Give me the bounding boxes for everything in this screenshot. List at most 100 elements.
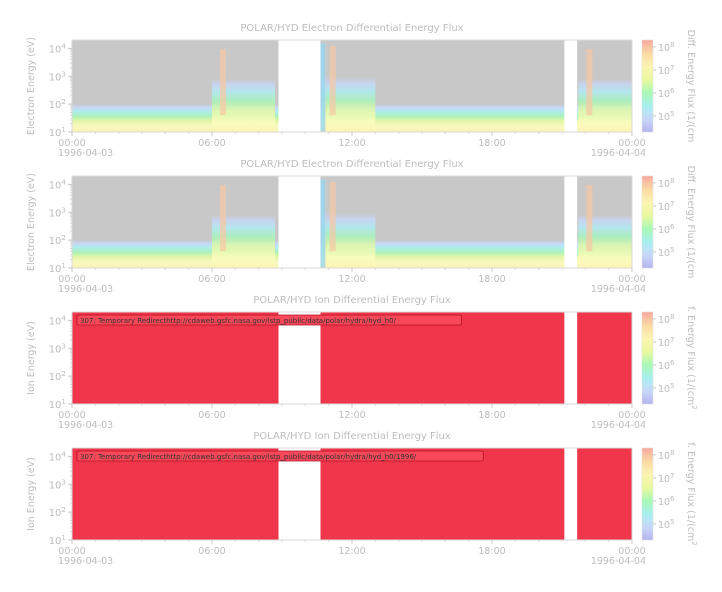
x-tick-label: 06:00 [198,410,225,421]
heatmap-area [72,176,632,268]
data-gap-1 [278,176,321,268]
colorbar: 105 106 107 108 f. Energy Flux (1/(cm2 [641,306,698,410]
flux-peak-3 [586,48,593,116]
colorbar-tick-label: 107 [658,472,674,485]
data-gap-2 [564,40,578,132]
colorbar-tick-label: 106 [658,223,674,236]
error-message: 307: Temporary Redirecthttp://cdaweb.gsf… [80,453,417,461]
y-axis-label: Ion Energy (eV) [26,321,37,395]
x-tick-label: 12:00 [338,138,365,149]
y-tick-label: 104 [49,41,67,56]
y-axis: 101 102 103 104 Electron Energy (eV) [26,173,72,275]
chart-title: POLAR/HYD Ion Differential Energy Flux [253,295,451,306]
error-fill [72,448,632,540]
chart-title: POLAR/HYD Electron Differential Energy F… [240,23,463,34]
colorbar-tick-label: 107 [658,64,674,77]
flux-stripe [319,43,326,132]
flux-stripe [319,179,326,268]
heatmap-area [72,448,632,540]
colorbar-gradient [641,311,654,405]
x-tick-label: 06:00 [198,138,225,149]
y-axis-label: Ion Energy (eV) [26,457,37,531]
y-axis: 101 102 103 104 Ion Energy (eV) [26,449,72,547]
chart-panel-2: POLAR/HYD Electron Differential Energy F… [26,159,696,295]
colorbar-tick-label: 105 [658,518,674,531]
colorbar-tick-label: 105 [658,382,674,395]
colorbar: 105 106 107 108 f. Energy Flux (1/(cm2 [641,442,698,546]
data-gap-1 [278,448,321,540]
x-tick-label: 06:00 [198,274,225,285]
y-tick-label: 101 [49,125,66,140]
chart-panel-1: POLAR/HYD Electron Differential Energy F… [26,23,696,159]
x-date-start: 1996-04-03 [58,284,113,295]
colorbar-tick-label: 107 [658,336,674,349]
data-gap-2 [564,312,578,404]
y-tick-label: 104 [49,313,67,328]
flux-peak-1 [220,184,226,252]
chart-panel-4: POLAR/HYD Ion Differential Energy Flux 30… [26,431,698,567]
data-gap-1 [278,312,321,404]
y-tick-label: 104 [49,449,67,464]
x-tick-label: 06:00 [198,546,225,557]
y-tick-label: 104 [49,177,67,192]
y-tick-label: 102 [49,369,66,384]
y-axis: 101 102 103 104 Electron Energy (eV) [26,37,72,139]
colorbar-tick-label: 105 [658,110,674,123]
colorbar-tick-label: 105 [658,246,674,259]
y-tick-label: 101 [49,533,66,548]
y-tick-label: 103 [49,477,66,492]
colorbar: 105 106 107 108 Diff. Energy Flux (1/(cm [641,30,696,142]
x-date-start: 1996-04-03 [58,148,113,159]
colorbar-tick-label: 106 [658,359,674,372]
chart-title: POLAR/HYD Ion Differential Energy Flux [253,431,451,442]
x-date-end: 1996-04-04 [591,556,646,567]
y-tick-label: 102 [49,233,66,248]
x-tick-label: 00:00 [618,546,645,557]
colorbar-tick-label: 108 [658,449,674,462]
y-tick-label: 103 [49,341,66,356]
x-tick-label: 00:00 [58,274,85,285]
x-tick-label: 12:00 [338,410,365,421]
y-axis-label: Electron Energy (eV) [26,173,37,271]
x-tick-label: 00:00 [618,138,645,149]
colorbar-label: f. Energy Flux (1/(cm2 [685,306,698,409]
y-tick-label: 101 [49,397,66,412]
y-tick-label: 101 [49,261,66,276]
colorbar-gradient [641,39,654,133]
data-gap-2 [564,176,578,268]
error-banner [76,450,484,462]
colorbar-tick-label: 108 [658,177,674,190]
x-tick-label: 12:00 [338,274,365,285]
colorbar-gradient [641,175,654,269]
chart-panel-3: POLAR/HYD Ion Differential Energy Flux 30… [26,295,698,431]
x-tick-label: 00:00 [58,138,85,149]
colorbar-label: f. Energy Flux (1/(cm2 [685,442,698,545]
x-date-start: 1996-04-03 [58,556,113,567]
x-tick-label: 18:00 [478,410,505,421]
x-tick-label: 00:00 [618,410,645,421]
data-gap-1 [278,40,321,132]
x-tick-label: 00:00 [58,410,85,421]
colorbar-tick-label: 107 [658,200,674,213]
colorbar-tick-label: 106 [658,87,674,100]
chart-title: POLAR/HYD Electron Differential Energy F… [240,159,463,170]
flux-peak-2 [329,182,336,252]
heatmap-area [72,312,632,404]
colorbar: 105 106 107 108 Diff. Energy Flux (1/(cm [641,166,696,279]
colorbar-tick-label: 106 [658,495,674,508]
colorbar-label: Diff. Energy Flux (1/(cm [685,166,696,279]
colorbar-tick-label: 108 [658,313,674,326]
y-tick-label: 102 [49,97,66,112]
data-gap-2 [564,448,578,540]
flux-peak-2 [329,46,336,116]
colorbar-tick-label: 108 [658,41,674,54]
error-fill [72,312,632,404]
x-date-end: 1996-04-04 [591,148,646,159]
error-message: 307: Temporary Redirecthttp://cdaweb.gsf… [80,317,397,325]
x-tick-label: 18:00 [478,274,505,285]
x-tick-label: 18:00 [478,138,505,149]
